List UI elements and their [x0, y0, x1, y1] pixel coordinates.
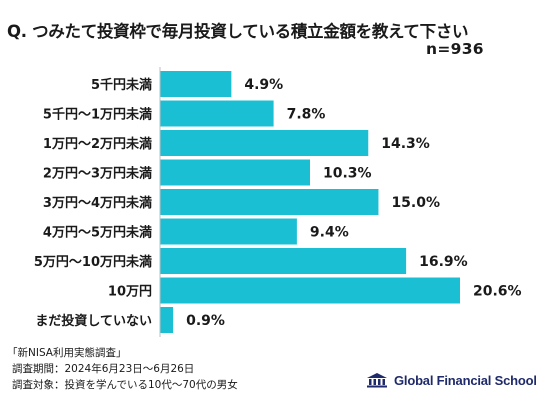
- value-label: 4.9%: [244, 77, 283, 93]
- bar: [160, 277, 460, 304]
- survey-source: 「新NISA利用実態調査」: [7, 347, 127, 359]
- category-label: 1万円～2万円未満: [43, 136, 152, 152]
- category-label: まだ投資していない: [35, 313, 152, 329]
- category-label: 5万円～10万円未満: [34, 254, 152, 270]
- value-label: 0.9%: [186, 313, 225, 329]
- bar: [160, 248, 407, 274]
- bar: [160, 100, 274, 127]
- category-label: 5千円未満: [91, 77, 152, 93]
- sample-size-label: n=936: [426, 40, 484, 58]
- value-label: 20.6%: [473, 284, 522, 300]
- survey-footer: 「新NISA利用実態調査」 調査期間：2024年6月23日～6月26日 調査対象…: [7, 345, 238, 393]
- category-label: 3万円～4万円未満: [43, 195, 152, 211]
- value-label: 14.3%: [381, 136, 430, 152]
- value-label: 10.3%: [323, 166, 372, 182]
- category-label: 4万円～5万円未満: [43, 225, 152, 241]
- bar: [160, 159, 310, 186]
- bar: [160, 307, 174, 333]
- bar: [160, 189, 379, 215]
- survey-target: 調査対象：投資を学んでいる10代～70代の男女: [12, 379, 238, 391]
- value-label: 16.9%: [419, 254, 468, 270]
- bar: [160, 218, 297, 245]
- value-label: 15.0%: [391, 195, 440, 211]
- bar: [160, 130, 369, 156]
- category-label: 10万円: [108, 285, 152, 300]
- brand-logo: Global Financial School: [366, 372, 536, 388]
- chart-title: Q. つみたて投資枠で毎月投資している積立金額を教えて下さい: [7, 22, 469, 41]
- category-label: 2万円～3万円未満: [43, 166, 152, 182]
- bar: [160, 71, 232, 97]
- value-label: 7.8%: [287, 107, 326, 123]
- category-label: 5千円～1万円未満: [43, 107, 152, 123]
- survey-period: 調査期間：2024年6月23日～6月26日: [12, 363, 195, 375]
- brand-name: Global Financial School: [394, 372, 536, 388]
- value-label: 9.4%: [310, 225, 349, 241]
- school-building-icon: [367, 373, 387, 388]
